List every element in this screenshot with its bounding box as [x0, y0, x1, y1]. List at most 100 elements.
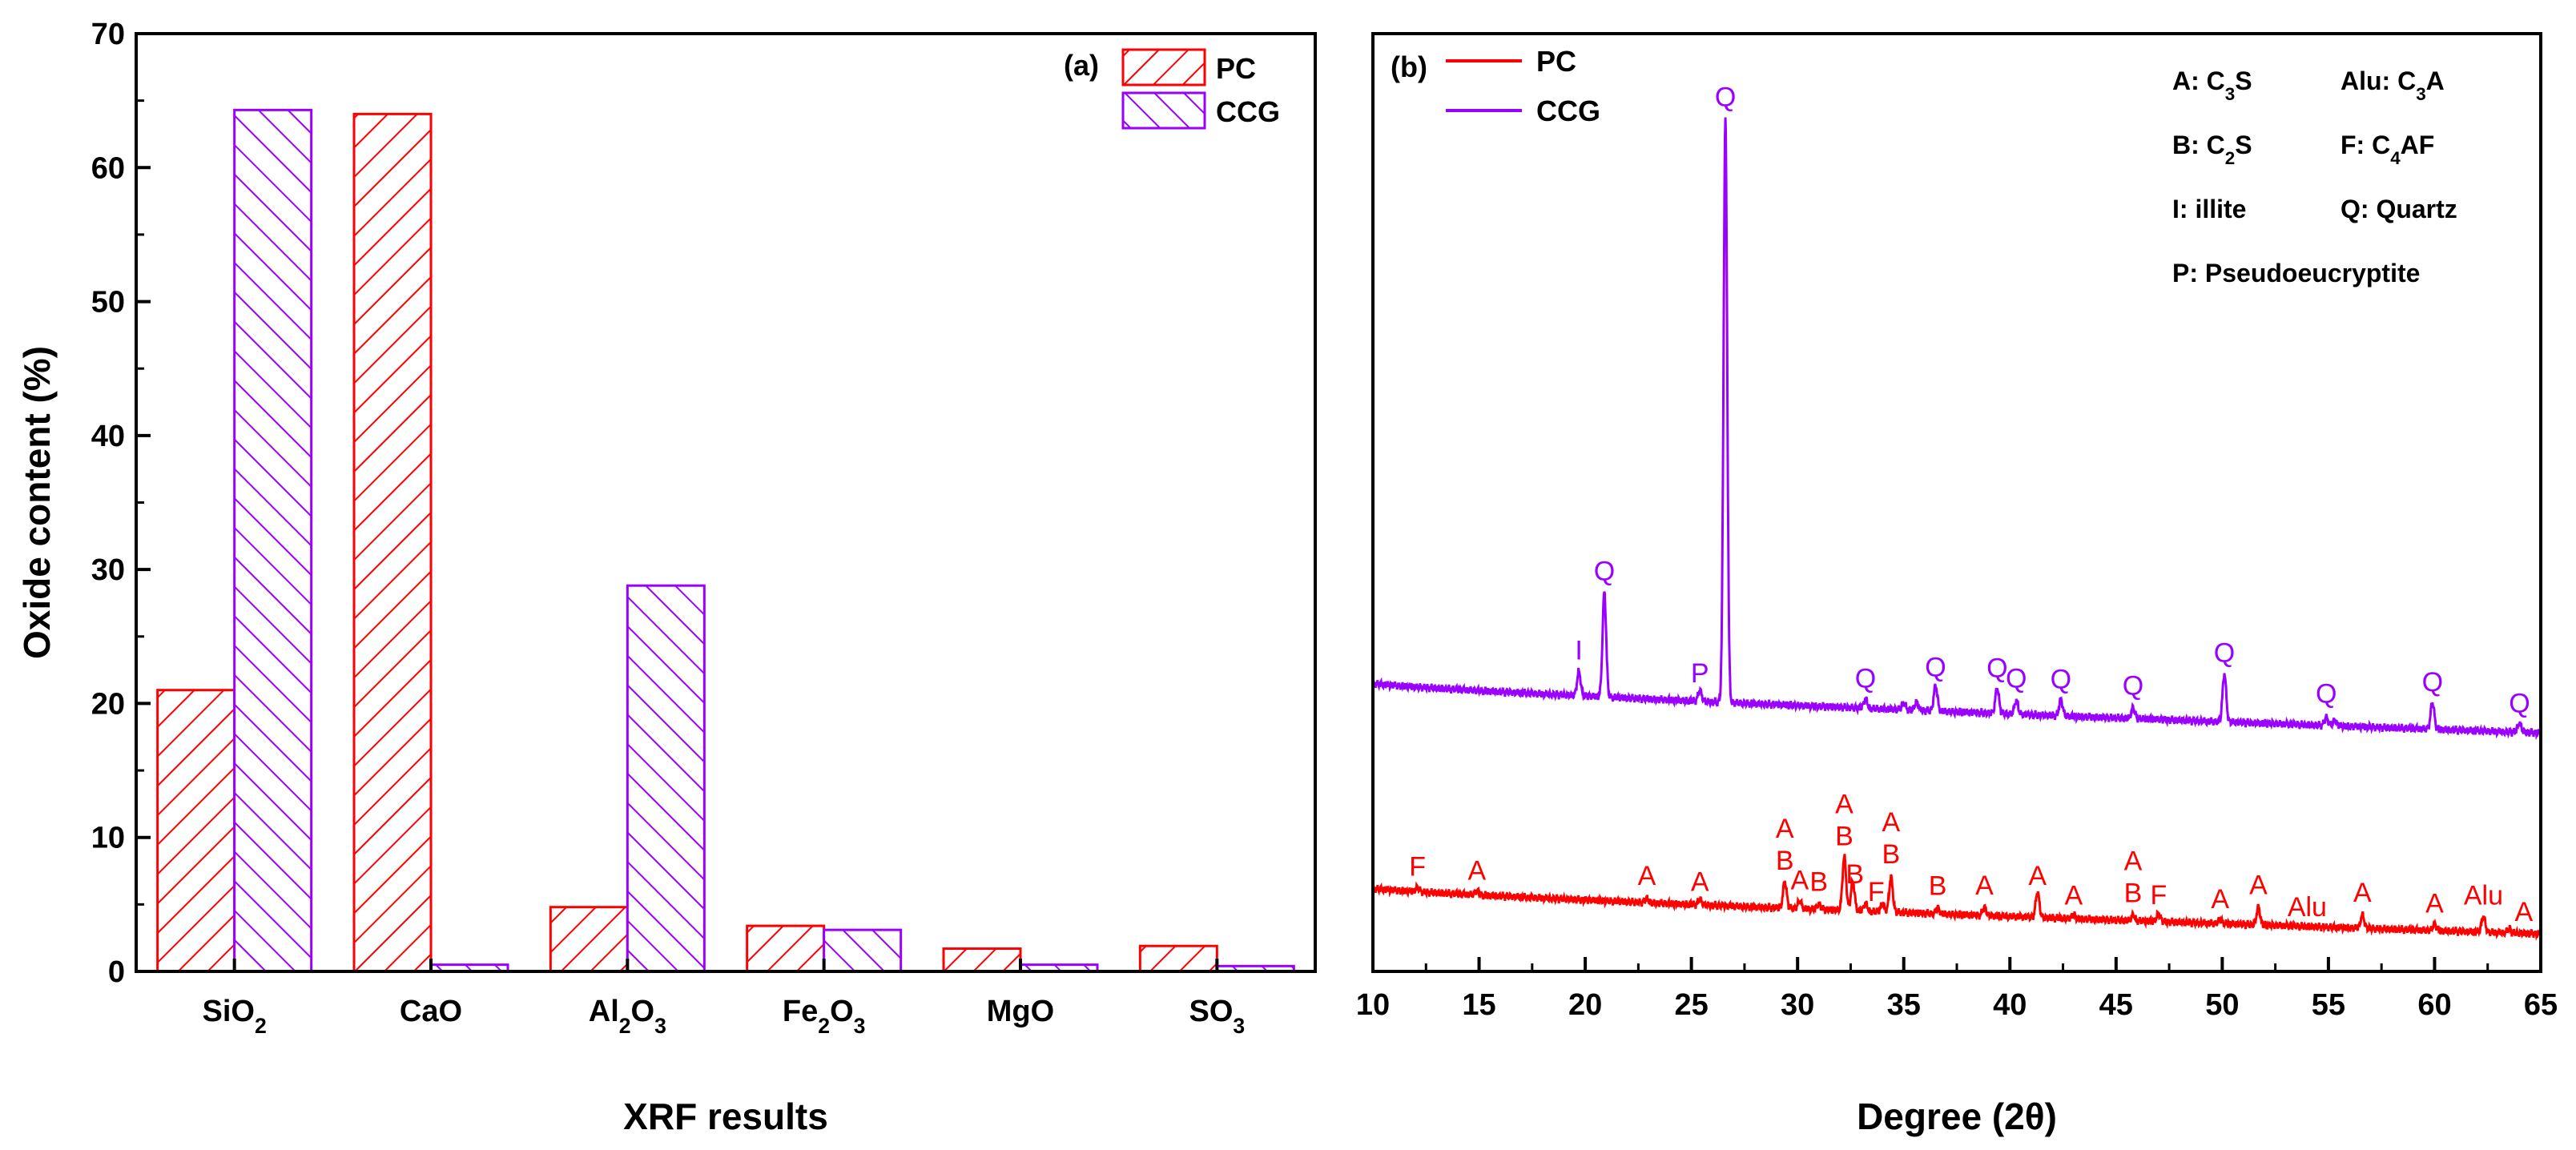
b-pc-peak-label: B [1845, 859, 1864, 890]
a-y-tick-label: 40 [91, 420, 125, 453]
b-ccg-peak-label: Q [2123, 671, 2143, 702]
b-x-tick-label: 15 [1462, 988, 1495, 1022]
b-pc-peak-label: A [2353, 878, 2372, 908]
b-phase-entry-f: F: C4AF [2341, 131, 2434, 168]
a-y-tick-label: 60 [91, 151, 125, 185]
b-x-tick-label: 40 [1993, 988, 2027, 1022]
a-y-tick-label: 30 [91, 553, 125, 587]
a-x-tick-label: SO3 [1189, 995, 1245, 1038]
b-legend-label-ccg: CCG [1536, 94, 1600, 127]
a-x-axis-title: XRF results [623, 1096, 828, 1137]
a-x-tick-label: SiO2 [203, 995, 267, 1038]
a-y-tick-label: 50 [91, 286, 125, 320]
b-pc-peak-label: F [1409, 851, 1426, 882]
a-x-axis-ticks: SiO2 CaO Al2O3 Fe2O3 MgO SO3 [203, 959, 1245, 1038]
b-ccg-peak-label: Q [2214, 638, 2235, 669]
b-pc-peak-label: A [1975, 871, 1994, 901]
b-x-tick-label: 60 [2417, 988, 2451, 1022]
a-panel-label: (a) [1064, 49, 1099, 82]
b-pc-peak-label: Alu [2288, 892, 2327, 923]
a-y-tick-label: 0 [108, 955, 125, 989]
b-phase-entry-i: I: illite [2172, 195, 2246, 223]
b-pc-peak-label: F [1868, 877, 1885, 907]
b-x-tick-label: 10 [1356, 988, 1390, 1022]
b-ccg-peak-label: Q [2422, 667, 2443, 698]
b-ccg-peak-label: Q [1594, 557, 1615, 587]
b-pc-peak-label: B [1929, 871, 1947, 901]
bar-pc-1 [352, 112, 433, 973]
bar-pc-0 [156, 689, 236, 973]
b-phase-entry-b: B: C2S [2172, 131, 2252, 168]
a-y-tick-label: 70 [91, 18, 125, 51]
b-pc-peak-label: A [2028, 861, 2047, 891]
b-phase-entry-a: A: C3S [2172, 66, 2252, 104]
b-pc-peak-label: A [2425, 889, 2444, 919]
b-pc-peak-label: A [1790, 865, 1809, 895]
b-pc-peak-label: A [1638, 861, 1656, 891]
b-pc-peak-label: A [1882, 807, 1900, 838]
b-ccg-peak-label: Q [2006, 664, 2027, 694]
a-legend-swatch-ccg [1121, 91, 1206, 130]
b-pc-peak-label: A [2124, 846, 2143, 877]
b-pc-peak-label: B [1809, 867, 1828, 897]
b-ccg-peak-label: P [1691, 658, 1709, 689]
b-pc-peak-label: A [2249, 870, 2268, 900]
b-pc-peak-label: A [1691, 867, 1709, 898]
b-pc-peak-label: A [1468, 856, 1487, 887]
b-x-tick-label: 30 [1781, 988, 1814, 1022]
b-x-tick-label: 65 [2524, 988, 2558, 1022]
b-ccg-peak-label: Q [1986, 653, 2007, 683]
b-x-tick-label: 55 [2312, 988, 2345, 1022]
b-ccg-peak-label: Q [1855, 663, 1876, 694]
b-ccg-peak-label: Q [1925, 653, 1946, 683]
a-x-tick-label: Al2O3 [589, 995, 666, 1038]
b-pc-peak-label: B [1776, 846, 1794, 876]
b-x-tick-label: 35 [1887, 988, 1921, 1022]
a-legend-swatch-pc [1121, 48, 1206, 86]
b-x-axis-title: Degree (2θ) [1857, 1096, 2057, 1137]
b-plot-frame [1371, 32, 2542, 973]
a-x-tick-label: CaO [400, 995, 462, 1028]
bar-pc-3 [746, 924, 826, 973]
b-phase-entry-alu: Alu: C3A [2341, 66, 2445, 104]
b-x-tick-label: 45 [2099, 988, 2133, 1022]
b-pc-peak-label: B [1882, 839, 1900, 870]
b-series-line-ccg [1371, 117, 2542, 741]
a-legend-label-ccg: CCG [1216, 95, 1280, 128]
bar-ccg-0 [233, 108, 313, 973]
a-y-tick-label: 20 [91, 687, 125, 721]
b-pc-peak-label: A [2514, 897, 2533, 927]
b-legend: PC CCG [1446, 45, 1600, 127]
b-phase-legend: A: C3S Alu: C3A B: C2S F: C4AF I: illite Q: Q… [2172, 66, 2457, 288]
b-pc-peak-label: Alu [2464, 881, 2503, 911]
bar-pc-4 [942, 947, 1022, 973]
b-ccg-peak-label: Q [1715, 82, 1736, 112]
a-x-tick-label: Fe2O3 [783, 995, 866, 1038]
b-pc-peak-label: A [2211, 884, 2229, 915]
bar-pc-5 [1138, 944, 1218, 973]
b-pc-peak-label: A [1776, 814, 1794, 844]
b-legend-label-pc: PC [1536, 45, 1576, 78]
b-ccg-peak-label: I [1575, 636, 1582, 666]
panel-b-xrd-chart: 10 15 20 25 30 35 40 45 50 55 60 65 Degree (2θ) (b)… [1356, 32, 2558, 1137]
b-pc-peak-label: B [1835, 822, 1854, 852]
b-phase-entry-p: P: Pseudoeucryptite [2172, 259, 2420, 288]
a-x-tick-label: MgO [987, 995, 1054, 1028]
b-pc-peak-label: A [1835, 790, 1854, 820]
a-y-tick-label: 10 [91, 822, 125, 855]
b-pc-peak-label: A [2064, 880, 2083, 911]
a-plot-frame [135, 32, 1317, 973]
a-bars [156, 108, 1295, 973]
b-x-tick-label: 25 [1674, 988, 1708, 1022]
a-y-axis-title: Oxide content (%) [16, 346, 58, 659]
b-x-axis-ticks: 10 15 20 25 30 35 40 45 50 55 60 65 [1356, 957, 2558, 1022]
b-pc-peak-label: B [2124, 879, 2143, 909]
a-y-axis-ticks: 0 10 20 30 40 50 60 70 [91, 18, 151, 989]
a-legend: PC CCG [1121, 48, 1280, 130]
b-panel-label: (b) [1391, 50, 1427, 83]
b-ccg-peak-label: Q [2051, 665, 2071, 695]
b-ccg-peak-label: Q [2509, 689, 2530, 719]
